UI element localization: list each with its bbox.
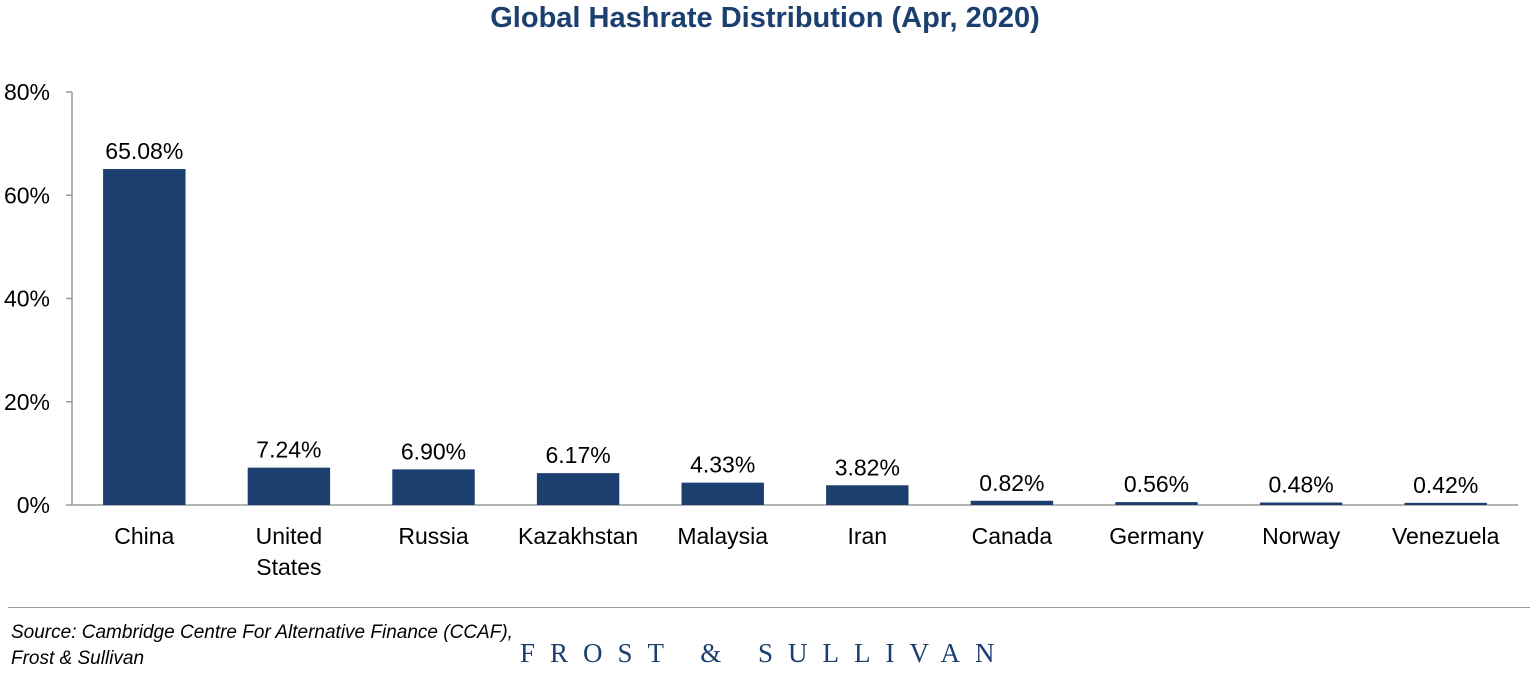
- x-tick-label: States: [256, 554, 321, 580]
- data-label: 65.08%: [105, 138, 183, 164]
- bar: [392, 469, 475, 505]
- x-tick-label: Malaysia: [677, 523, 768, 549]
- bar: [1404, 502, 1487, 505]
- x-tick-label: Germany: [1109, 523, 1204, 549]
- bar: [826, 485, 909, 505]
- source-note: Source: Cambridge Centre For Alternative…: [11, 620, 631, 672]
- data-label: 0.56%: [1124, 471, 1189, 497]
- bar: [536, 473, 620, 505]
- x-tick-label: Russia: [398, 523, 469, 549]
- x-tick-label: China: [114, 523, 174, 549]
- chart-title: Global Hashrate Distribution (Apr, 2020): [490, 2, 1040, 34]
- data-label: 6.90%: [401, 438, 466, 464]
- x-tick-label: Kazakhstan: [518, 523, 638, 549]
- x-tick-label: Canada: [972, 523, 1053, 549]
- x-tick-label: United: [256, 523, 322, 549]
- source-line-1: Source: Cambridge Centre For Alternative…: [11, 622, 513, 643]
- bar-chart: 0% 20% 40% 60% 80% 65.08% China 7.24% United Stat…: [4, 79, 1518, 580]
- y-tick-label: 60%: [4, 182, 50, 208]
- x-tick-label: Iran: [847, 523, 887, 549]
- source-line-2: Frost & Sullivan: [11, 648, 145, 669]
- data-label: 0.82%: [979, 470, 1044, 496]
- y-tick-label: 80%: [4, 79, 50, 105]
- x-tick-label: Norway: [1262, 523, 1340, 549]
- bar: [970, 500, 1054, 505]
- data-label: 7.24%: [256, 437, 321, 463]
- x-tick-label: Venezuela: [1392, 523, 1500, 549]
- data-label: 0.42%: [1413, 472, 1478, 498]
- data-label: 6.17%: [545, 442, 610, 468]
- bar: [681, 482, 764, 505]
- data-label: 0.48%: [1268, 472, 1333, 498]
- footer-divider: [8, 607, 1530, 608]
- y-tick-label: 20%: [4, 389, 50, 415]
- bar: [247, 467, 331, 505]
- bar: [1259, 502, 1343, 505]
- bar: [1115, 502, 1198, 505]
- bar: [103, 169, 186, 505]
- data-label: 3.82%: [835, 454, 900, 480]
- y-tick-label: 40%: [4, 286, 50, 312]
- data-label: 4.33%: [690, 452, 755, 478]
- y-tick-label: 0%: [17, 492, 50, 518]
- frost-sullivan-logo: FROST & SULLIVAN: [520, 638, 1010, 668]
